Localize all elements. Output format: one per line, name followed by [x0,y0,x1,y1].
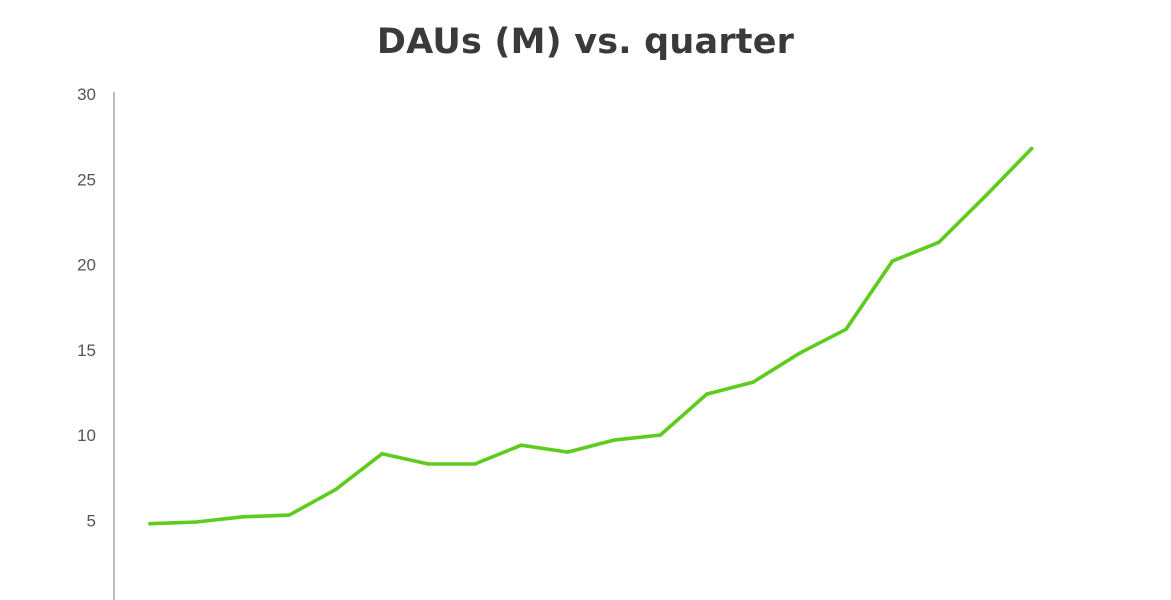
data-point [705,392,709,396]
data-point [287,513,292,517]
chart-title: DAUs (M) vs. quarter [376,22,795,62]
data-point [844,327,848,332]
series-line [148,146,1034,526]
data-point [983,194,987,199]
y-tick-label: 20 [77,256,96,275]
data-point [565,450,570,454]
y-tick-label: 25 [77,170,96,189]
data-point [148,521,152,526]
data-point [519,443,523,448]
y-tick-label: 10 [77,426,96,445]
data-point [751,380,755,384]
data-point [658,433,663,437]
data-point [1029,146,1034,151]
data-point [241,515,245,519]
data-point [333,487,338,492]
data-point [380,452,384,456]
y-tick-labels: 5 10 15 20 25 30 [77,85,96,530]
y-tick-label: 30 [77,85,96,104]
data-point [426,462,431,466]
data-point [194,520,199,524]
data-point [473,462,477,466]
data-point [612,438,616,442]
series-group [148,146,1034,526]
data-point [797,351,802,356]
y-tick-label: 15 [77,341,96,360]
data-point [937,240,941,245]
data-point [890,259,895,263]
y-tick-label: 5 [87,511,96,530]
